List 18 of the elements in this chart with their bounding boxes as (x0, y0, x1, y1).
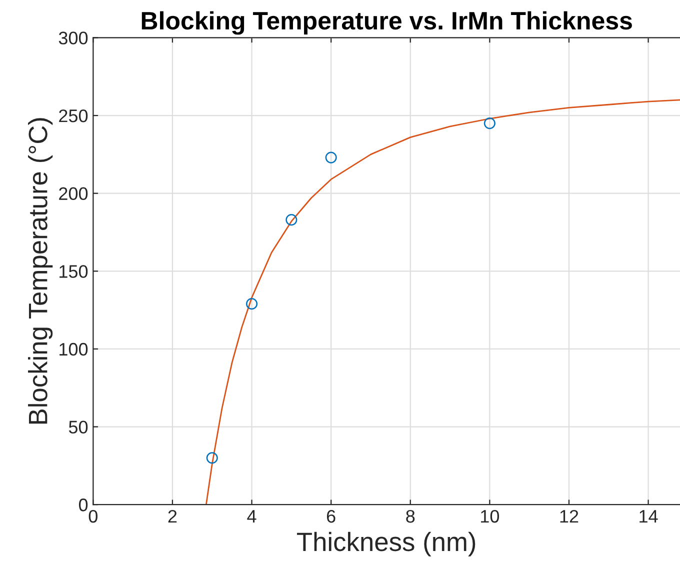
x-tick-label: 8 (406, 510, 415, 523)
y-tick-label: 200 (59, 187, 88, 200)
y-tick-label: 300 (58, 32, 88, 44)
y-tick-label: 50 (68, 420, 88, 434)
x-tick-label: 6 (326, 510, 336, 523)
x-tick-label: 12 (560, 510, 578, 523)
chart-title: Blocking Temperature vs. IrMn Thickness (142, 11, 632, 35)
x-tick-label: 14 (640, 510, 658, 523)
y-tick-label: 100 (60, 342, 88, 356)
y-tick-label: 0 (78, 498, 88, 512)
x-tick-label: 0 (88, 510, 98, 523)
x-tick-label: 4 (247, 510, 256, 523)
x-tick-label: 10 (481, 510, 500, 523)
y-tick-label: 250 (59, 109, 88, 122)
y-axis-title: Blocking Temperature (°C) (28, 118, 53, 424)
x-axis-title: Thickness (nm) (297, 532, 476, 556)
y-tick-label: 150 (60, 265, 88, 278)
x-tick-label: 2 (168, 510, 177, 523)
